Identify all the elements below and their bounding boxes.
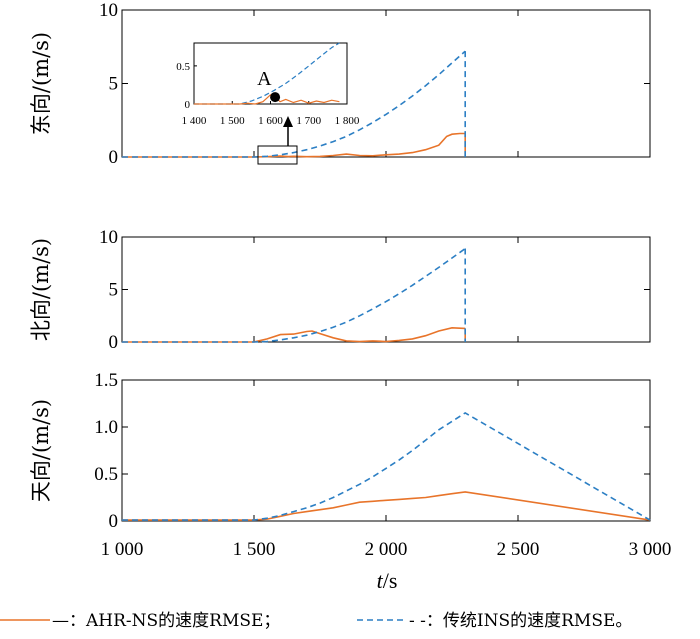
legend-ahr-label: —：AHR-NS的速度RMSE； [52,611,280,631]
x-axis-label-unit: /s [383,568,398,593]
inset-y-tick-label: 0.5 [176,61,190,73]
series-ahr [122,326,466,343]
panels: 0 5 10 东向/(m/s) 1 400 1 500 1 600 1 700 1 800 0 0.… [29,0,671,560]
y-tick-label: 0 [109,332,119,353]
series-ins [122,247,466,343]
zoom-box [257,145,298,165]
y-tick-label: 1.5 [94,370,118,391]
inset-series-ahr [194,94,340,105]
legend: —：AHR-NS的速度RMSE； - -：传统INS的速度RMSE。 [0,611,632,631]
series-ahr [122,491,651,521]
panel-2: 0 5 10 北向/(m/s) [29,227,651,353]
panel-1: 0 5 10 东向/(m/s) 1 400 1 500 1 600 1 700 1 800 0 0.… [29,0,651,168]
inset-x-tick-label: 1 800 [335,115,360,127]
zoom-arrow-head [283,116,293,127]
inset-frame [193,42,348,105]
inset-x-tick-label: 1 500 [220,115,245,127]
panel-3: 0 0.5 1.0 1.5 1 000 1 500 2 000 2 500 3 000 天向/(m… [29,370,671,560]
y-tick-label: 0 [109,511,119,532]
inset-x-tick-label: 1 600 [258,115,283,127]
y-tick-label: 10 [99,0,118,21]
inset-series-ins [194,42,340,105]
series-ahr [122,132,466,158]
x-axis-label-var: t [377,568,384,593]
y-tick-label: 1.0 [94,417,118,438]
plot-frame [121,236,651,343]
y-tick-label: 0.5 [94,464,118,485]
inset-point-a [270,92,281,103]
series-ins [122,50,466,158]
y-axis-label: 北向/(m/s) [29,238,53,341]
y-tick-label: 0 [109,147,119,168]
inset-x-tick-label: 1 400 [182,115,207,127]
x-tick-label: 2 500 [497,539,540,560]
y-tick-label: 5 [109,280,119,301]
series-ins [122,411,651,521]
x-tick-label: 3 000 [629,539,672,560]
x-tick-label: 1 500 [233,539,276,560]
inset-annotation-label: A [257,68,272,90]
x-tick-label: 1 000 [101,539,144,560]
y-axis-label: 东向/(m/s) [29,32,53,135]
y-tick-label: 10 [99,227,118,248]
y-axis-label: 天向/(m/s) [29,399,53,502]
x-tick-label: 2 000 [365,539,408,560]
legend-ins-label: - -：传统INS的速度RMSE。 [409,611,632,631]
y-tick-label: 5 [109,74,119,95]
inset-x-tick-label: 1 700 [296,115,321,127]
inset-y-tick-label: 0 [185,99,191,111]
x-axis-label: t/s [377,568,398,593]
inset: 1 400 1 500 1 600 1 700 1 800 0 0.5 A [176,42,360,127]
